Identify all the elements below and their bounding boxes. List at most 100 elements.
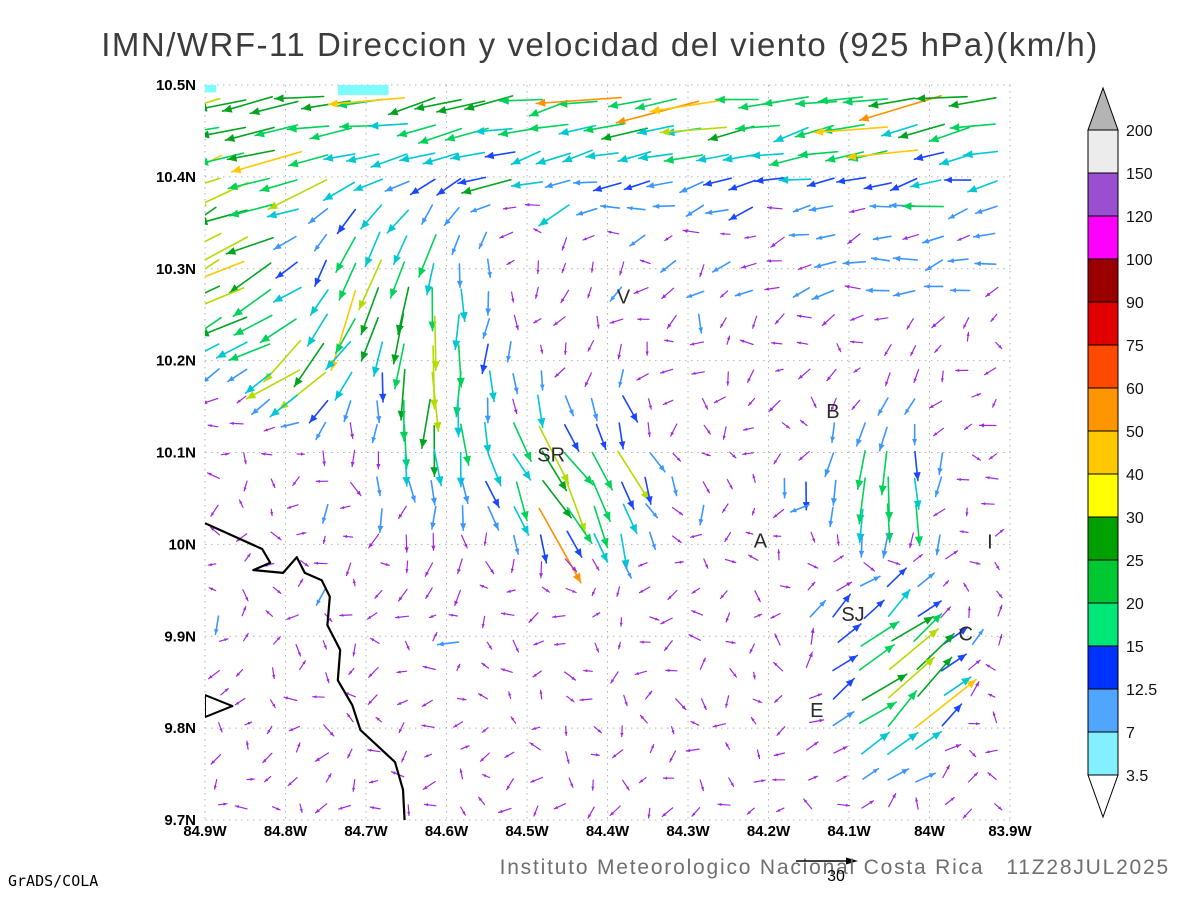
footer-datetime: 11Z28JUL2025 [1006,856,1170,879]
footer-institution: Instituto Meteorologico Nacional Costa R… [499,856,985,879]
coastline [205,522,406,820]
colorbar-box [1087,559,1119,604]
colorbar-box [1087,473,1119,518]
lat-tick-label: 10.4N [156,169,196,186]
colorbar-box [1087,301,1119,346]
lon-tick-label: 84.8W [264,823,308,840]
wind-arrow [205,126,220,131]
station-label-c: C [958,623,972,645]
colorbar-label: 120 [1126,209,1153,226]
lon-tick-label: 84W [914,823,946,840]
wind-arrow [205,97,221,104]
lat-tick-label: 9.8N [164,720,196,737]
wind-arrow [330,289,357,371]
lat-tick-label: 9.7N [164,812,196,829]
colorbar-label: 25 [1126,553,1144,570]
wind-arrow [205,258,220,270]
wind-arrow [565,480,587,534]
lon-tick-label: 84.1W [827,823,871,840]
lat-tick-label: 10.2N [156,353,196,370]
colorbar-box [1087,645,1119,690]
colorbar-box [1087,430,1119,475]
wind-arrow [230,150,303,173]
colorbar-label: 90 [1126,295,1144,312]
colorbar-box [1087,387,1119,432]
axis-tick-labels: 10.5N 10.4N 10.3N 10.2N 10.1N 10N 9.9N 9.8N 9.7N… [156,77,1033,840]
lon-tick-label: 84.7W [344,823,388,840]
lon-tick-label: 84.6W [425,823,469,840]
colorbar-box [1087,344,1119,389]
colorbar-cap-bottom [1087,774,1119,819]
colorbar-label: 15 [1126,639,1144,656]
wind-arrow [888,628,940,671]
colorbar-label: 200 [1126,123,1153,140]
lat-tick-label: 10N [168,536,196,553]
wind-arrow [887,656,936,699]
colorbar-label: 60 [1126,381,1144,398]
station-label-sr: SR [537,444,565,466]
station-label-sj: SJ [841,604,864,626]
chart-title: IMN/WRF-11 Direccion y velocidad del vie… [101,26,1099,63]
colorbar-box [1087,129,1119,174]
colorbar-box [1087,688,1119,733]
wind-arrow [659,126,728,134]
wind-arrow [327,97,406,106]
wind-arrow [535,96,622,105]
station-label-v: V [617,286,631,308]
wind-arrow [205,316,222,330]
wind-arrow [813,126,889,134]
colorbar-label: 100 [1126,252,1153,269]
colorbar-label: 50 [1126,424,1144,441]
lon-tick-label: 84.9W [183,823,227,840]
colorbar-label: 12.5 [1126,682,1157,699]
colorbar-label: 150 [1126,166,1153,183]
wind-arrow [205,232,222,243]
colorbar-box [1087,602,1119,647]
colorbar-box [1087,258,1119,303]
colorbar-label: 30 [1126,510,1144,527]
lon-tick-label: 84.4W [586,823,630,840]
colorbar-cap-top [1087,86,1119,131]
lat-tick-label: 10.1N [156,445,196,462]
wind-arrow [858,95,942,122]
lon-tick-label: 84.5W [505,823,549,840]
grid-lines [204,84,1011,821]
station-label-e: E [810,700,823,722]
colorbar-box [1087,172,1119,217]
station-label-b: B [826,401,839,423]
colorbar-label: 20 [1126,596,1144,613]
wind-arrow [205,236,249,261]
wind-arrow [431,371,440,433]
colorbar-label: 3.5 [1126,768,1148,785]
grads-credit: GrADS/COLA [8,872,99,890]
wind-arrow [617,450,650,502]
colorbar-label: 40 [1126,467,1144,484]
wind-arrow [358,259,383,311]
colorbar-box [1087,516,1119,561]
lon-tick-label: 84.2W [747,823,791,840]
lon-tick-label: 83.9W [988,823,1032,840]
wind-arrow [205,287,245,305]
wind-arrow [845,149,919,159]
station-label-i: I [987,532,993,554]
wind-arrow [433,315,437,372]
colorbar: 200 150 120 100 90 75 60 50 40 30 25 20 15 12.5 7 3.5 [1087,86,1157,819]
lat-tick-label: 9.9N [164,628,196,645]
reference-vector-label: 30 [827,868,845,885]
wind-arrow [245,369,301,400]
wind-arrow [205,260,245,278]
lat-tick-label: 10.5N [156,77,196,94]
reference-vector [796,857,858,865]
wind-arrow [205,343,220,353]
station-label-a: A [754,531,768,553]
wind-arrow [205,285,221,294]
lon-tick-label: 84.3W [666,823,710,840]
colorbar-box [1087,731,1119,776]
colorbar-label: 7 [1126,725,1135,742]
colorbar-box [1087,215,1119,260]
footer-caption: Instituto Meteorologico Nacional Costa R… [500,856,1170,880]
shaded-patches [205,85,389,96]
wind-arrow [205,177,221,184]
